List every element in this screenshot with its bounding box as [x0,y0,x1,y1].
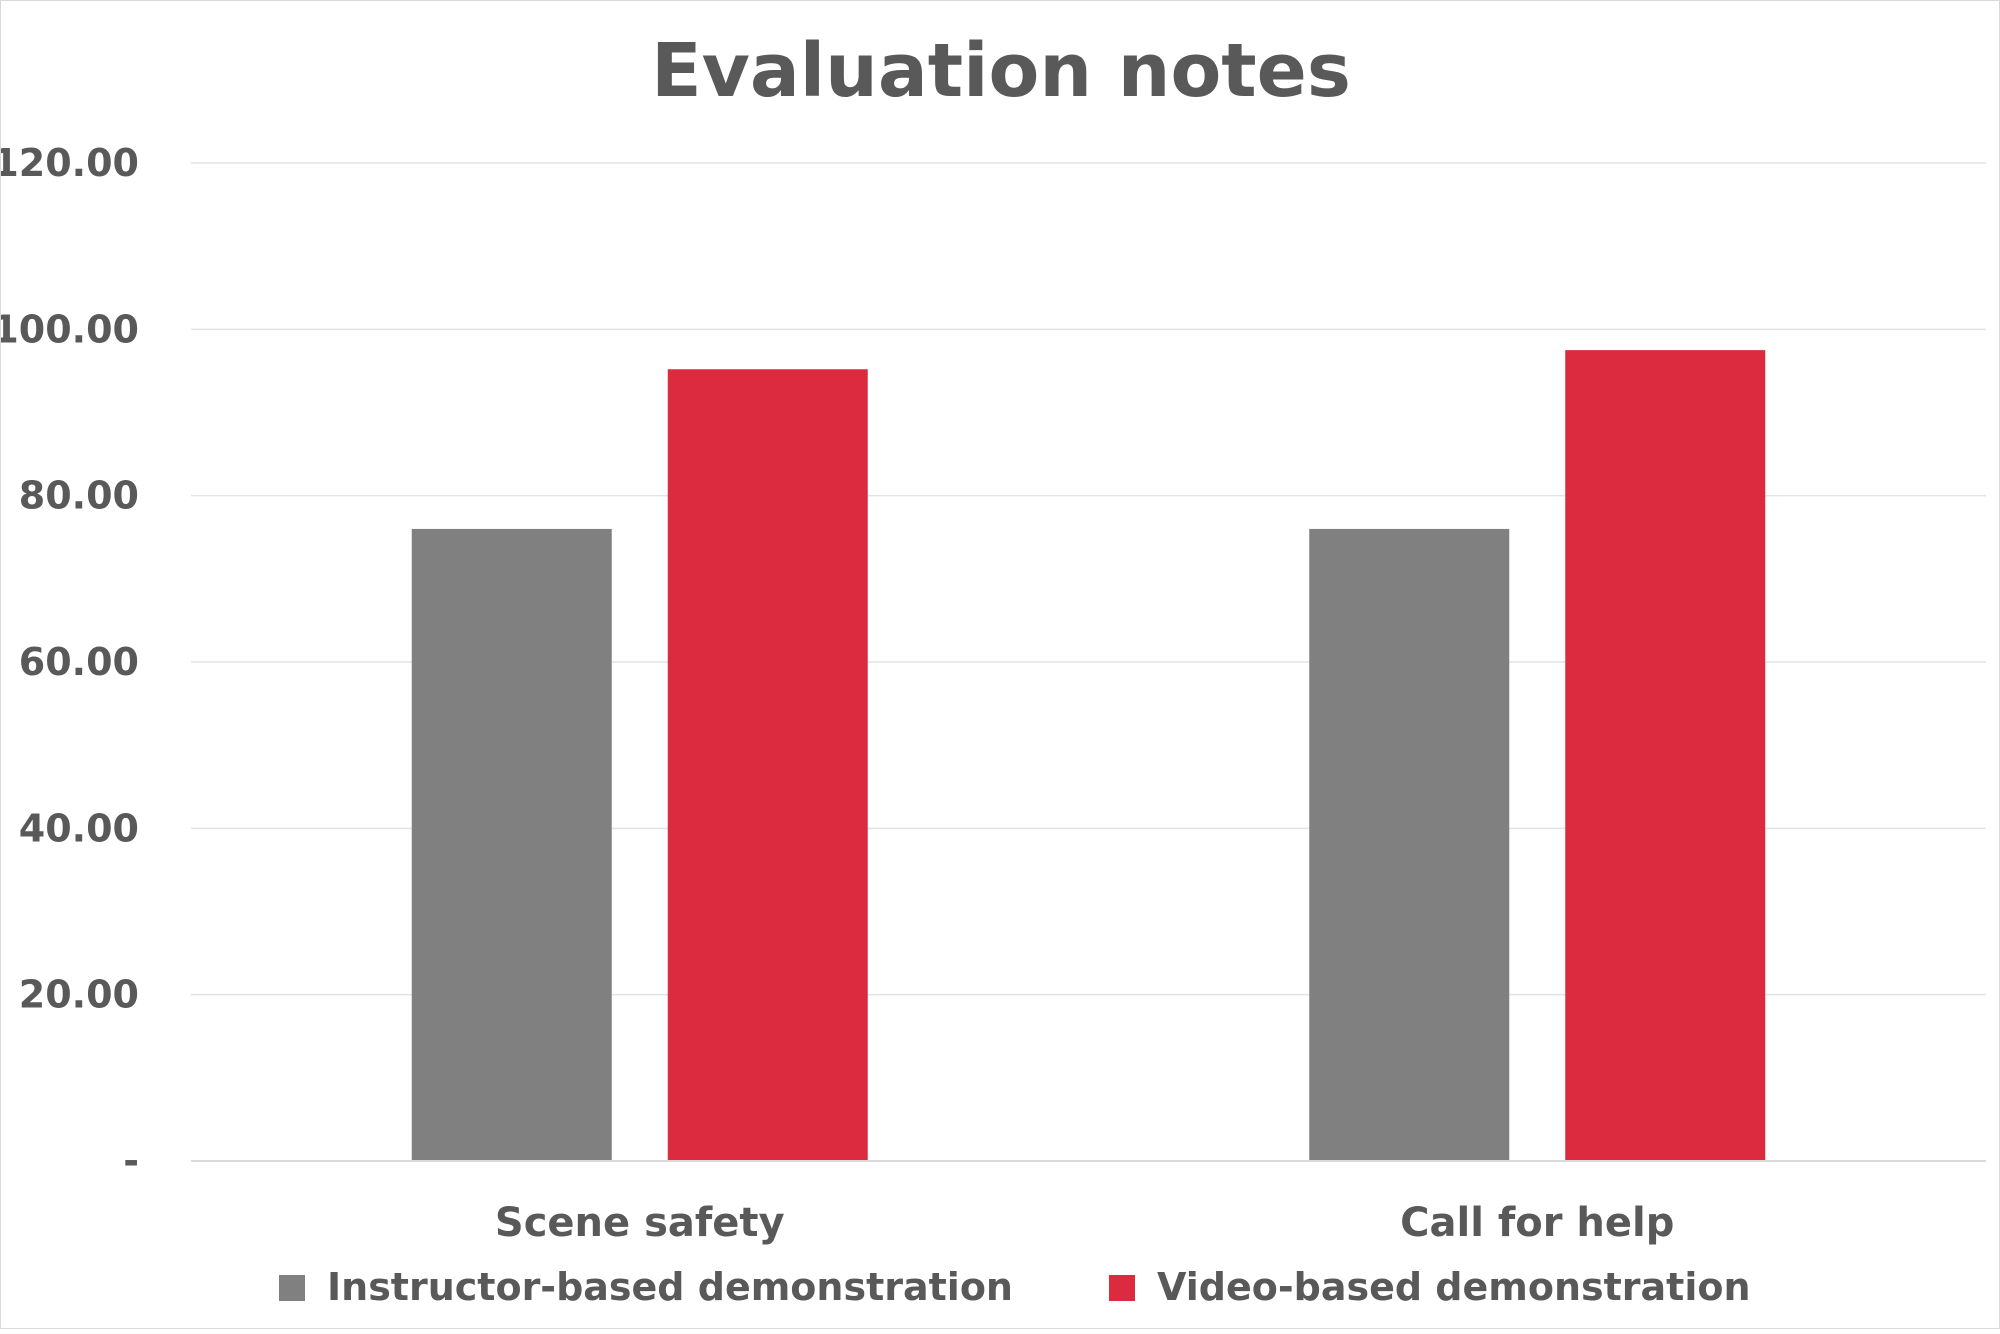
bar-instructor-2 [1309,528,1510,1161]
legend-swatch [279,1275,305,1301]
y-tick-label: 40.00 [19,806,139,850]
bars [191,350,1986,1162]
y-tick-label: 120.00 [1,141,139,185]
y-tick-label: 80.00 [19,474,139,518]
y-tick-label: - [123,1139,139,1183]
y-tick-label: 20.00 [19,973,139,1017]
bar-video-2 [1565,350,1766,1161]
chart-title: Evaluation notes [651,28,1351,114]
category-label: Call for help [1400,1200,1674,1246]
legend-swatch [1109,1275,1135,1301]
legend: Instructor-based demonstration Video-base… [279,1265,1751,1309]
x-axis-category-labels: Scene safety Call for help [495,1200,1674,1246]
y-axis-tick-labels: - 20.00 40.00 60.00 80.00 100.00 120.00 [0,141,139,1183]
bar-video-1 [667,369,868,1162]
legend-label: Video-based demonstration [1157,1265,1751,1309]
legend-label: Instructor-based demonstration [327,1265,1013,1309]
y-tick-label: 100.00 [1,307,139,351]
y-tick-label: 60.00 [19,640,139,684]
bar-instructor-1 [411,528,612,1161]
category-label: Scene safety [495,1200,785,1246]
